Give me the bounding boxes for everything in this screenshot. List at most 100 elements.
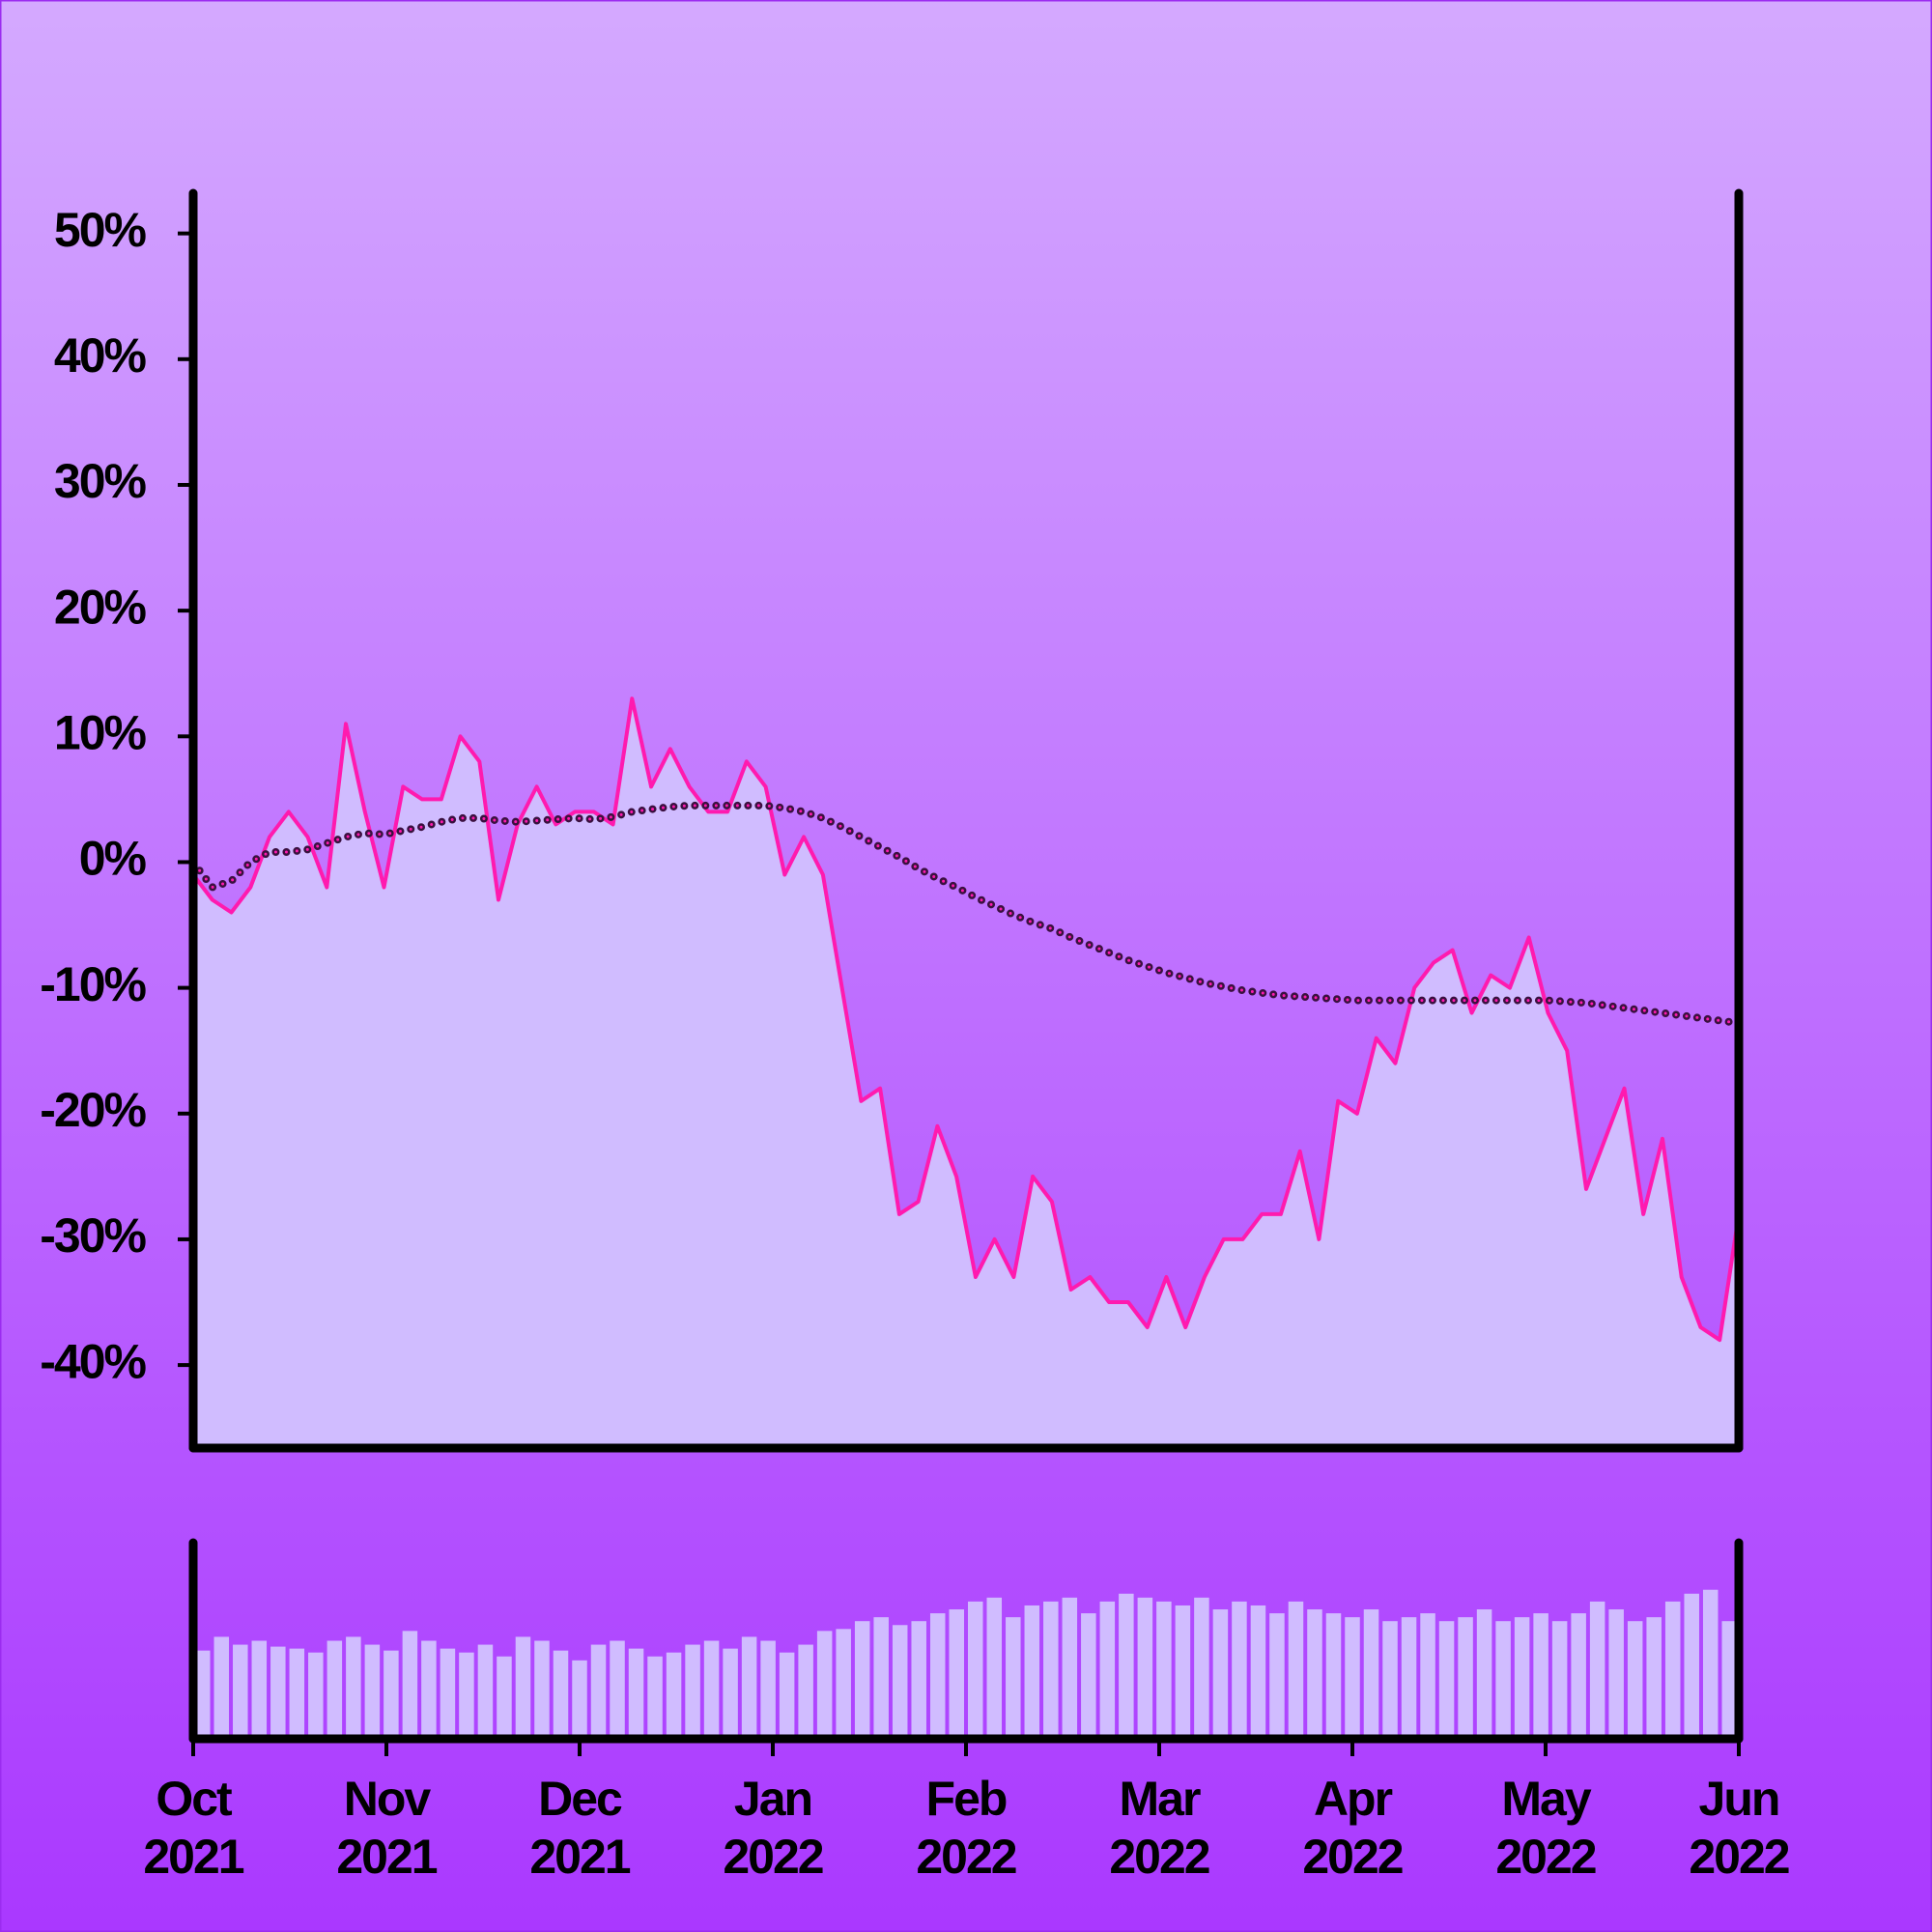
volume-bar <box>1721 1621 1737 1739</box>
volume-bar <box>1401 1617 1417 1739</box>
volume-bar <box>1024 1605 1040 1739</box>
y-tick-label: 0% <box>79 832 147 886</box>
y-tick-label: 20% <box>54 580 147 634</box>
moving-average-line <box>189 801 1743 1028</box>
x-tick-label: May 2022 <box>1495 1772 1595 1884</box>
volume-bar <box>1571 1613 1586 1739</box>
volume-bar <box>1307 1609 1322 1739</box>
volume-bar <box>666 1652 682 1739</box>
volume-bar <box>1458 1617 1473 1739</box>
area <box>193 698 1739 1448</box>
volume-bar <box>553 1650 569 1739</box>
volume-bar <box>1156 1601 1172 1739</box>
volume-bar <box>477 1644 494 1739</box>
volume-bar <box>213 1636 230 1739</box>
volume-bar <box>1514 1617 1530 1739</box>
x-tick-label: Apr 2022 <box>1302 1772 1402 1884</box>
volume-bar <box>929 1613 946 1739</box>
volume-bar <box>986 1597 1003 1739</box>
volume-bar <box>1627 1621 1643 1739</box>
volume-bar <box>534 1640 550 1739</box>
y-tick-label: -40% <box>40 1334 146 1388</box>
volume-bar <box>346 1636 361 1739</box>
volume-bar <box>779 1652 795 1739</box>
volume-bar <box>1288 1601 1304 1739</box>
x-tick-label: Dec 2021 <box>529 1772 630 1884</box>
volume-bar <box>1232 1601 1247 1739</box>
x-tick-label: Nov 2021 <box>336 1772 437 1884</box>
volume-bar <box>289 1648 305 1739</box>
volume-bar <box>1495 1621 1511 1739</box>
volume-bar <box>402 1631 418 1739</box>
volume-bar <box>1212 1609 1229 1739</box>
y-tick-label: 10% <box>54 705 147 759</box>
volume-bar <box>1137 1597 1153 1739</box>
volume-bar <box>364 1644 381 1739</box>
volume-bar <box>1589 1601 1605 1739</box>
volume-bar <box>911 1621 926 1739</box>
volume-bar <box>949 1609 964 1739</box>
volume-bar <box>440 1648 456 1739</box>
volume-bar <box>892 1625 908 1739</box>
volume-bar <box>1250 1605 1266 1739</box>
volume-bar <box>1608 1609 1624 1739</box>
volume-bar <box>741 1636 757 1739</box>
y-tick-label: -30% <box>40 1208 146 1263</box>
y-tick-label: 30% <box>54 454 147 508</box>
volume-bar <box>1438 1621 1455 1739</box>
volume-bar <box>1702 1589 1719 1739</box>
y-tick-label: 40% <box>54 328 147 383</box>
volume-bar <box>703 1640 720 1739</box>
volume-bar <box>384 1650 399 1739</box>
volume-bar <box>1194 1597 1209 1739</box>
volume-bar <box>1081 1613 1096 1739</box>
volume-bar <box>308 1652 324 1739</box>
volume-bar <box>572 1660 587 1739</box>
volume-bar <box>251 1640 268 1739</box>
volume-bar <box>1269 1613 1285 1739</box>
plot-area: 50% 40% 30% 20% 10% 0% -10% -20% -30% -40% Oct 2021… <box>40 188 1791 1884</box>
volume-bar <box>1551 1621 1568 1739</box>
volume-bar <box>1175 1605 1191 1739</box>
volume-bar <box>1533 1613 1548 1739</box>
volume-bar <box>459 1652 474 1739</box>
volume-bar <box>233 1644 248 1739</box>
volume-bar <box>873 1617 889 1739</box>
y-tick-label: -10% <box>40 957 146 1011</box>
volume-bar <box>1664 1601 1681 1739</box>
volume-bar <box>1684 1593 1699 1739</box>
volume-bar <box>421 1640 437 1739</box>
volume-bar <box>1420 1613 1435 1739</box>
volume-bar <box>1043 1601 1059 1739</box>
x-tick-label: Jun 2022 <box>1689 1772 1788 1884</box>
volume-bar <box>270 1646 286 1739</box>
x-tick-label: Mar 2022 <box>1109 1772 1208 1884</box>
volume-bar <box>610 1640 625 1739</box>
volume-bar <box>195 1650 211 1739</box>
volume-bar <box>1006 1617 1021 1739</box>
volume-bar <box>1099 1601 1116 1739</box>
volume-bar <box>816 1631 833 1739</box>
volume-bar <box>1345 1617 1360 1739</box>
volume-bar <box>760 1640 776 1739</box>
volume-bar <box>1646 1617 1662 1739</box>
volume-bar <box>590 1644 607 1739</box>
volume-bar <box>515 1636 531 1739</box>
volume-bar <box>1119 1593 1134 1739</box>
volume-bar <box>1325 1613 1342 1739</box>
x-tick-label: Jan 2022 <box>723 1772 822 1884</box>
volume-bar <box>723 1648 738 1739</box>
y-tick-label: -20% <box>40 1083 146 1137</box>
volume-bar <box>497 1656 512 1739</box>
volume-bar <box>854 1621 870 1739</box>
x-tick-label: Feb 2022 <box>916 1772 1015 1884</box>
volume-bar <box>1476 1609 1492 1739</box>
volume-bar <box>968 1601 983 1739</box>
volume-bar <box>1363 1609 1379 1739</box>
volume-bar <box>327 1640 343 1739</box>
volume-bar <box>1382 1621 1398 1739</box>
price-line <box>191 696 1741 1343</box>
volume-bar <box>685 1644 700 1739</box>
volume-bar <box>798 1644 813 1739</box>
